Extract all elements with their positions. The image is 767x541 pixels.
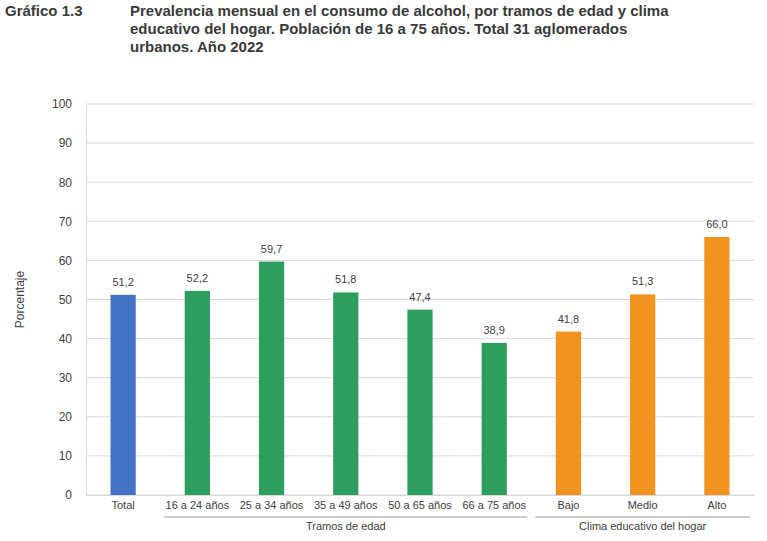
bar (407, 310, 432, 495)
y-axis-title: Porcentaje (13, 270, 27, 328)
x-tick-label: Total (111, 499, 134, 511)
y-tick-label: 60 (59, 254, 73, 268)
x-tick-label: 66 a 75 años (462, 499, 526, 511)
y-tick-label: 30 (59, 371, 73, 385)
x-tick: 16 a 24 años (166, 495, 230, 511)
bar (630, 294, 655, 495)
data-label: 51,3 (632, 275, 653, 287)
data-label: 38,9 (484, 324, 505, 336)
group-line (535, 517, 750, 518)
x-tick-label: Alto (707, 499, 726, 511)
y-tick-label: 20 (59, 410, 73, 424)
bars (110, 237, 729, 495)
y-tick: 80 (59, 176, 86, 190)
bar (333, 292, 358, 495)
chart: Gráfico 1.3 Prevalencia mensual en el con… (0, 0, 767, 541)
data-label: 66,0 (706, 218, 727, 230)
y-tick-label: 10 (59, 449, 73, 463)
x-tick: Bajo (557, 495, 579, 511)
grid (86, 104, 754, 495)
y-tick: 100 (52, 97, 86, 111)
data-label: 51,2 (112, 276, 133, 288)
y-tick-label: 50 (59, 293, 73, 307)
y-tick: 0 (65, 488, 86, 502)
x-tick: 35 a 49 años (314, 495, 378, 511)
x-axis: Total 16 a 24 años 25 a 34 años 35 a 49 año… (87, 495, 755, 511)
y-tick: 10 (59, 449, 86, 463)
x-tick: Total (111, 495, 134, 511)
x-axis-line (87, 495, 755, 496)
x-tick: 25 a 34 años (240, 495, 304, 511)
y-tick-label: 70 (59, 215, 73, 229)
bar (556, 332, 581, 495)
x-tick: 66 a 75 años (462, 495, 526, 511)
x-tick-label: 35 a 49 años (314, 499, 378, 511)
y-tick-label: 40 (59, 332, 73, 346)
data-label: 51,8 (335, 273, 356, 285)
bar (110, 295, 135, 495)
y-tick-label: 90 (59, 136, 73, 150)
group-label: Clima educativo del hogar (579, 520, 707, 532)
y-axis: 0 10 20 30 40 50 60 70 80 90 100 (52, 97, 87, 502)
x-tick-label: 16 a 24 años (166, 499, 230, 511)
data-labels: 51,2 52,2 59,7 51,8 47,4 38,9 41,8 51,3 66,0 (112, 218, 727, 336)
data-label: 59,7 (261, 243, 282, 255)
grid-line (86, 221, 754, 222)
grid-line (86, 182, 754, 183)
x-tick-label: Bajo (557, 499, 579, 511)
y-axis-line (86, 105, 87, 496)
y-tick: 20 (59, 410, 86, 424)
y-tick: 70 (59, 215, 86, 229)
bar (482, 343, 507, 495)
y-tick-label: 80 (59, 176, 73, 190)
group-label: Tramos de edad (306, 520, 386, 532)
grid-line (86, 143, 754, 144)
y-tick-label: 0 (65, 488, 72, 502)
x-tick: Medio (628, 495, 658, 511)
x-tick-label: 50 a 65 años (388, 499, 452, 511)
y-tick: 50 (59, 293, 86, 307)
y-tick: 60 (59, 254, 86, 268)
group-line (164, 517, 527, 518)
y-tick: 30 (59, 371, 86, 385)
data-label: 47,4 (409, 291, 430, 303)
x-tick: Alto (707, 495, 726, 511)
data-label: 52,2 (187, 272, 208, 284)
bar (185, 291, 210, 495)
x-tick-label: Medio (628, 499, 658, 511)
y-tick-label: 100 (52, 97, 72, 111)
figure-label: Gráfico 1.3 (5, 2, 83, 19)
bar (704, 237, 729, 495)
x-tick-label: 25 a 34 años (240, 499, 304, 511)
bar (259, 262, 284, 495)
grid-line (86, 260, 754, 261)
data-label: 41,8 (558, 313, 579, 325)
title: Prevalencia mensual en el consumo de alc… (130, 2, 669, 55)
grid-line (86, 104, 754, 105)
x-tick: 50 a 65 años (388, 495, 452, 511)
y-tick: 40 (59, 332, 86, 346)
y-tick: 90 (59, 136, 86, 150)
